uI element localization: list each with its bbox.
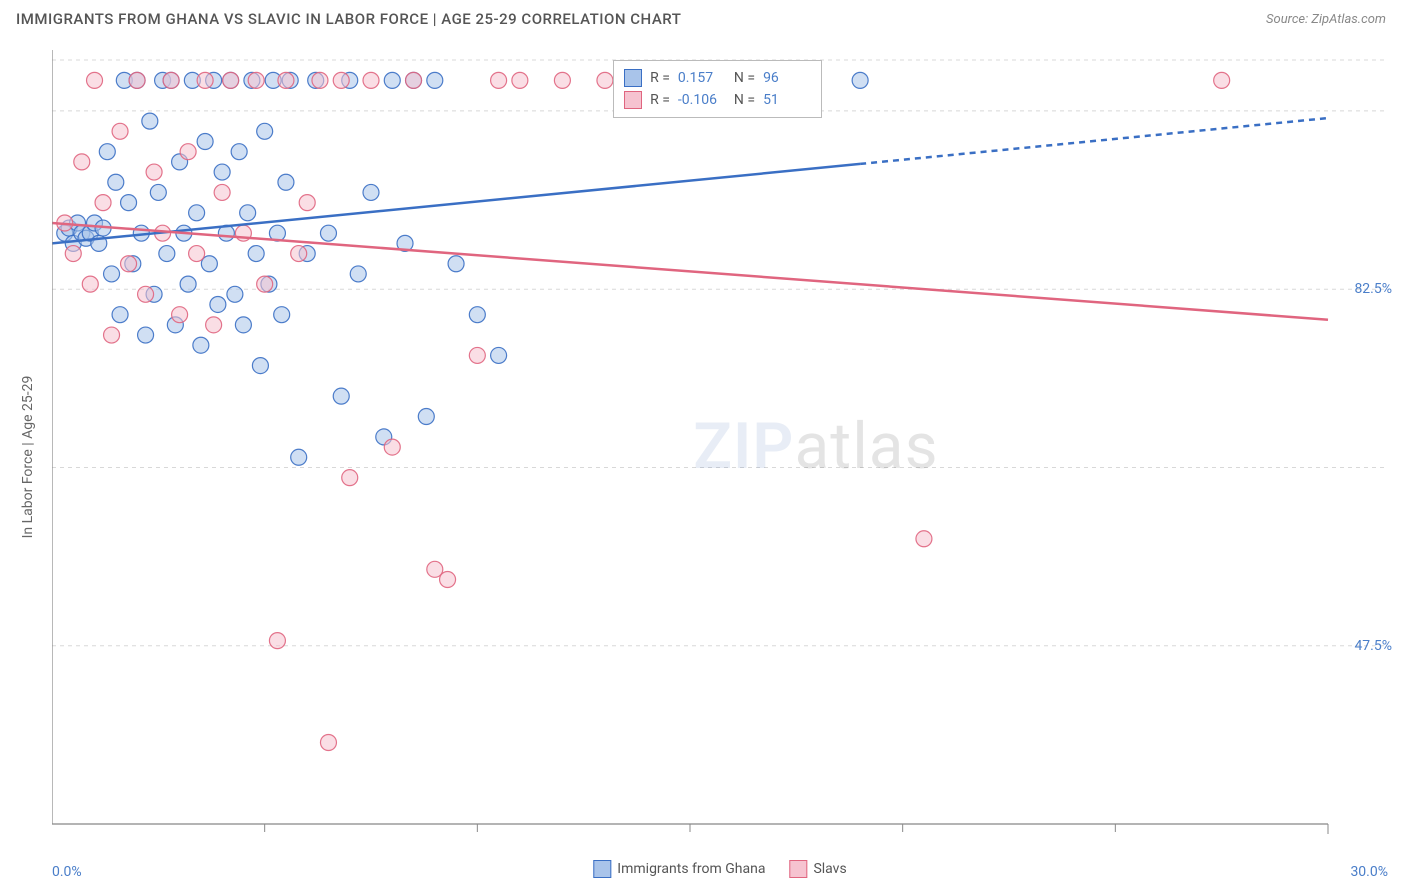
- r-label: R =: [650, 92, 670, 108]
- n-label: N =: [734, 92, 755, 108]
- source-credit: Source: ZipAtlas.com: [1266, 12, 1386, 27]
- stat-row: R = 0.157 N = 96: [624, 67, 811, 89]
- n-value: 96: [763, 70, 811, 86]
- legend-label: Slavs: [813, 861, 846, 877]
- n-value: 51: [763, 92, 811, 108]
- legend-item: Slavs: [789, 860, 846, 878]
- legend-swatch: [789, 860, 807, 878]
- y-tick-label: 82.5%: [1354, 281, 1392, 297]
- legend-label: Immigrants from Ghana: [617, 861, 765, 877]
- page-title: IMMIGRANTS FROM GHANA VS SLAVIC IN LABOR…: [16, 10, 681, 28]
- stat-row: R = -0.106 N = 51: [624, 89, 811, 111]
- x-max-label: 30.0%: [1350, 864, 1388, 880]
- x-min-label: 0.0%: [52, 864, 82, 880]
- r-value: 0.157: [678, 70, 726, 86]
- correlation-chart: In Labor Force | Age 25-29 47.5%82.5% ZI…: [52, 44, 1388, 854]
- legend-swatch: [593, 860, 611, 878]
- legend-item: Immigrants from Ghana: [593, 860, 765, 878]
- plot-area: [52, 44, 1388, 854]
- r-value: -0.106: [678, 92, 726, 108]
- r-label: R =: [650, 70, 670, 86]
- n-label: N =: [734, 70, 755, 86]
- stat-swatch: [624, 91, 642, 109]
- y-axis-label: In Labor Force | Age 25-29: [20, 376, 36, 539]
- series-legend: Immigrants from Ghana Slavs: [593, 860, 846, 878]
- stat-swatch: [624, 69, 642, 87]
- stats-legend-box: R = 0.157 N = 96 R = -0.106 N = 51: [613, 60, 822, 118]
- y-tick-label: 47.5%: [1354, 638, 1392, 654]
